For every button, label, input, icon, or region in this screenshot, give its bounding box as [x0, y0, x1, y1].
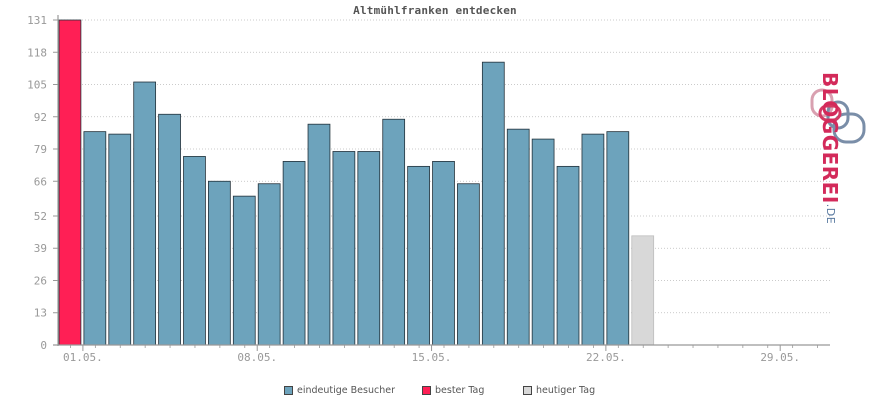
bars	[58, 19, 655, 346]
bar-today	[631, 235, 655, 346]
bar-visitors	[357, 151, 381, 346]
legend-label-best: bester Tag	[435, 385, 485, 396]
bar-visitors	[232, 195, 256, 346]
x-tick-label: 08.05.	[237, 351, 277, 364]
bar-visitors	[332, 151, 356, 346]
y-tick-label: 131	[27, 14, 47, 27]
y-tick-label: 118	[27, 46, 47, 59]
legend-label-visitors: eindeutige Besucher	[297, 385, 395, 396]
logo-wordmark: BLOGGEREI.DE	[818, 72, 842, 224]
x-tick-label: 29.05.	[760, 351, 800, 364]
bar-visitors	[432, 161, 455, 346]
legend-item-best: bester Tag	[422, 385, 484, 396]
bar-visitors	[133, 81, 157, 346]
y-tick-label: 13	[34, 307, 47, 320]
legend-swatch-best	[422, 386, 431, 395]
x-tick-label: 15.05.	[412, 351, 452, 364]
y-tick-label: 92	[34, 111, 47, 124]
x-tick-label: 01.05.	[63, 351, 103, 364]
legend-label-today: heutiger Tag	[536, 385, 596, 396]
bar-visitors	[108, 133, 132, 346]
bar-visitors	[382, 118, 406, 346]
axes: 0 13 26 39 52 66 79 92 105 118 131 01.05. 08.05. 15.0…	[27, 14, 830, 364]
bar-visitors	[158, 113, 181, 346]
bar-visitors	[506, 128, 530, 346]
bar-visitors	[307, 123, 331, 346]
bar-visitors	[257, 183, 281, 346]
y-tick-label: 66	[34, 175, 47, 188]
chart-title: Altmühlfranken entdecken	[353, 4, 517, 17]
bar-visitors	[407, 165, 430, 346]
bar-visitors	[581, 133, 605, 346]
y-tick-label: 39	[34, 242, 47, 255]
bloggerei-logo-icon	[810, 88, 866, 144]
bar-visitors	[208, 180, 231, 346]
legend-swatch-visitors	[284, 386, 293, 395]
bar-visitors	[83, 131, 107, 346]
bar-visitors	[457, 183, 480, 346]
bar-best	[58, 19, 82, 346]
logo-brand: BLOGGEREI	[818, 72, 842, 204]
legend-item-visitors: eindeutige Besucher	[284, 385, 395, 396]
y-tick-label: 26	[34, 274, 47, 287]
logo-tld: .DE	[824, 203, 837, 225]
y-tick-label: 0	[40, 339, 47, 352]
bar-visitors	[282, 161, 306, 346]
bar-visitors	[606, 131, 630, 346]
y-tick-label: 52	[34, 210, 47, 223]
y-tick-label: 79	[34, 143, 47, 156]
bar-visitors	[556, 165, 580, 346]
bar-visitors	[183, 156, 206, 346]
y-tick-label: 105	[27, 79, 47, 92]
legend-swatch-today	[523, 386, 532, 395]
x-tick-label: 22.05.	[586, 351, 626, 364]
bar-visitors	[531, 138, 555, 346]
legend-item-today: heutiger Tag	[523, 385, 595, 396]
bar-visitors	[481, 61, 505, 346]
